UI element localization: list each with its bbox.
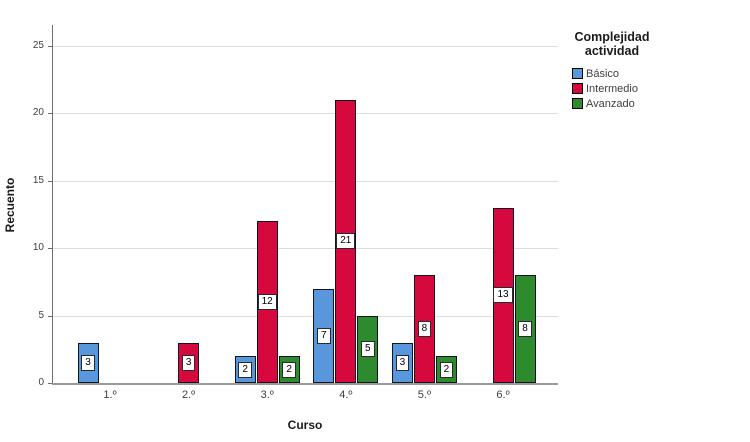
value-label: 3	[181, 354, 196, 371]
value-label: 13	[493, 287, 513, 304]
x-tick-label: 6.º	[496, 389, 510, 401]
y-tick-label: 20	[32, 107, 44, 118]
legend-swatch-intermedio	[572, 83, 583, 95]
y-tick-label: 5	[38, 309, 44, 321]
legend-swatch-basico	[572, 68, 583, 80]
value-label: 8	[518, 321, 532, 337]
y-tick-5	[48, 315, 52, 317]
bar-basico-5: 3	[391, 342, 413, 383]
legend-item-basico: Básico	[572, 68, 680, 80]
y-tick-label: 15	[32, 174, 44, 186]
gridline-15	[52, 180, 558, 182]
bar-avanzado-3: 2	[278, 356, 300, 383]
x-tick-label: 3.º	[260, 389, 274, 401]
y-tick-20	[48, 113, 52, 114]
legend-item-intermedio: Intermedio	[572, 83, 680, 95]
legend-items: Básico Intermedio Avanzado	[572, 68, 680, 110]
y-tick-0	[48, 383, 52, 384]
y-tick-25	[48, 45, 52, 47]
bar-avanzado-6: 8	[514, 275, 536, 383]
gridline-10	[52, 248, 558, 249]
x-axis	[52, 383, 558, 385]
value-label: 2	[238, 361, 252, 378]
bar-intermedio-6: 13	[492, 207, 514, 383]
bar-intermedio-3: 12	[256, 221, 278, 383]
value-label: 8	[417, 321, 432, 337]
bar-basico-1: 3	[77, 342, 99, 383]
legend-label-intermedio: Intermedio	[586, 82, 638, 95]
value-label: 12	[257, 294, 277, 310]
gridline-5	[52, 315, 558, 317]
y-axis	[52, 25, 53, 383]
value-label: 3	[81, 354, 95, 371]
x-tick-label: 5.º	[417, 389, 431, 401]
value-label: 5	[361, 341, 375, 358]
bar-basico-3: 2	[234, 356, 256, 383]
y-tick-label: 25	[32, 39, 44, 51]
x-axis-title: Curso	[287, 418, 323, 432]
y-axis-title: Recuento	[3, 177, 17, 233]
value-label: 7	[317, 327, 331, 344]
value-label: 21	[336, 233, 356, 250]
gridline-25	[52, 45, 558, 47]
x-tick-label: 4.º	[339, 389, 353, 401]
bar-avanzado-4: 5	[357, 315, 379, 383]
x-tick-label: 2.º	[181, 389, 196, 401]
value-label: 2	[439, 361, 454, 378]
value-label: 3	[395, 354, 410, 371]
bar-avanzado-5: 2	[435, 356, 457, 383]
bar-intermedio-4: 21	[335, 99, 357, 383]
y-tick-label: 0	[38, 377, 44, 388]
x-tick-label: 1.º	[103, 389, 117, 401]
legend-item-avanzado: Avanzado	[572, 98, 680, 110]
y-tick-15	[48, 180, 52, 182]
legend-label-basico: Básico	[586, 67, 620, 80]
bar-intermedio-5: 8	[413, 275, 435, 383]
legend-label-avanzado: Avanzado	[586, 97, 635, 110]
y-tick-label: 10	[32, 242, 44, 253]
legend: Complejidad actividad Básico Intermedio Av…	[560, 30, 680, 113]
legend-swatch-avanzado	[572, 98, 583, 110]
bar-intermedio-2: 3	[178, 342, 200, 383]
bar-basico-4: 7	[313, 288, 335, 383]
gridline-20	[52, 113, 558, 114]
value-label: 2	[282, 361, 296, 378]
y-tick-10	[48, 248, 52, 249]
legend-title: Complejidad actividad	[574, 30, 650, 59]
